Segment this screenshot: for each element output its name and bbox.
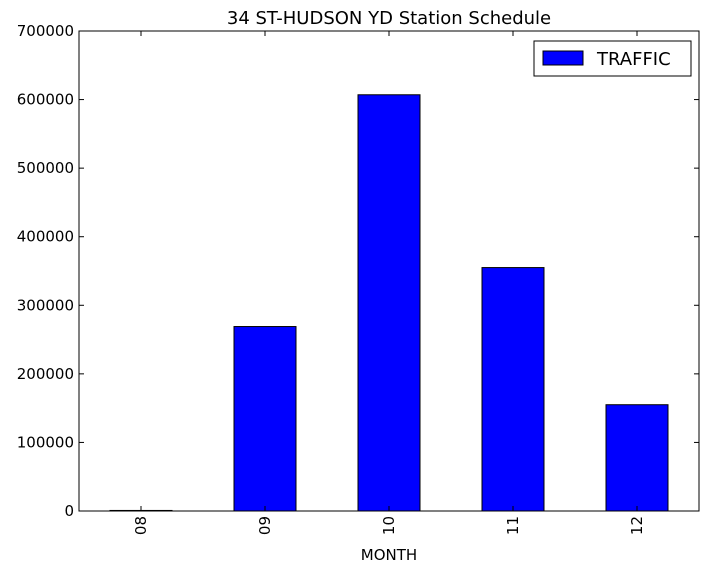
x-tick-label: 08 — [132, 516, 150, 535]
plot-area: 0 100000 200000 300000 400000 500000 600000 700… — [17, 22, 700, 535]
y-tick-label: 100000 — [17, 433, 74, 451]
x-axis-label: MONTH — [361, 546, 417, 564]
y-tick-label: 700000 — [17, 22, 74, 40]
bar-12 — [605, 404, 669, 512]
x-tick-label: 12 — [628, 516, 646, 535]
y-tick-label: 0 — [64, 502, 74, 520]
y-tick-label: 400000 — [17, 228, 74, 246]
y-tick-label: 500000 — [17, 159, 74, 177]
bar-09 — [233, 326, 297, 512]
y-tick-label: 600000 — [17, 91, 74, 109]
chart-title: 34 ST-HUDSON YD Station Schedule — [227, 8, 551, 29]
bar-11 — [481, 267, 545, 512]
bar-10 — [357, 94, 421, 512]
x-tick-label: 11 — [504, 516, 522, 535]
y-tick-label: 300000 — [17, 296, 74, 314]
x-tick-label: 09 — [256, 516, 274, 535]
x-tick-label: 10 — [380, 516, 398, 535]
legend-label: TRAFFIC — [596, 49, 671, 70]
legend-swatch — [542, 50, 584, 66]
y-tick-label: 200000 — [17, 365, 74, 383]
